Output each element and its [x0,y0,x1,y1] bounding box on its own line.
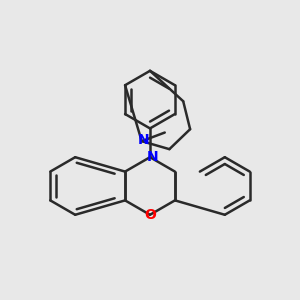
Text: N: N [137,133,149,146]
Text: N: N [147,150,158,164]
Text: O: O [144,208,156,222]
